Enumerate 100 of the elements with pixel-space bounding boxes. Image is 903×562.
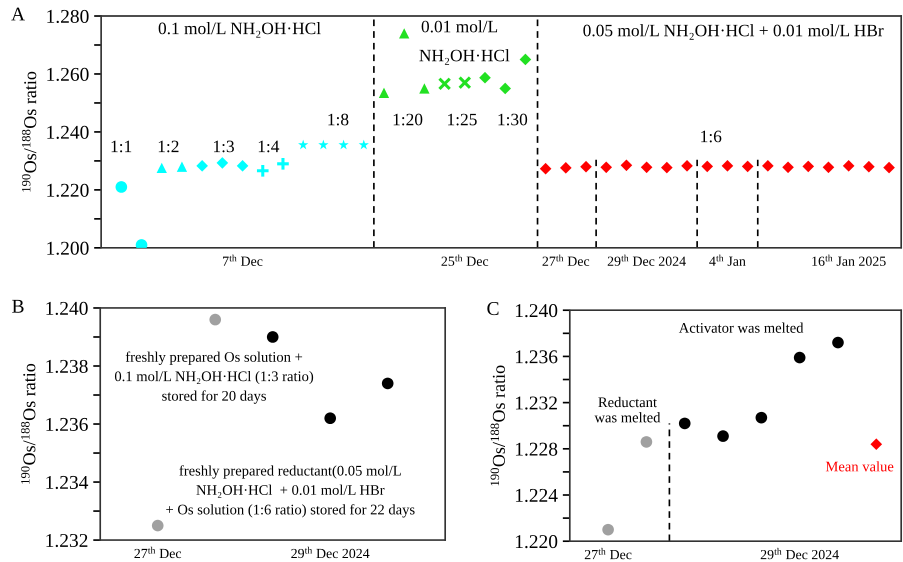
annotation: 1:4	[258, 140, 280, 152]
y-tick-label: 1.238	[46, 360, 88, 374]
x-tick-label: 29$^{th}$ Dec 2024	[608, 254, 686, 266]
y-axis-title: $^{190}$Os/$^{188}$Os ratio	[490, 366, 505, 486]
annotation: 1:6	[701, 130, 722, 142]
point	[419, 83, 430, 94]
annotation: 1:3	[214, 140, 234, 152]
point	[116, 181, 128, 193]
point	[822, 161, 834, 174]
chart-title: B	[12, 300, 24, 313]
point	[678, 418, 691, 430]
point	[382, 378, 394, 390]
point	[832, 336, 844, 348]
point	[602, 524, 614, 536]
point	[863, 160, 875, 173]
point	[438, 77, 452, 91]
y-tick-label: 1.220	[47, 184, 89, 197]
y-tick-label: 1.240	[47, 126, 89, 139]
point	[580, 160, 592, 173]
y-axis-title: $^{190}$Os/$^{188}$Os ratio	[22, 72, 36, 192]
point	[499, 82, 512, 94]
y-tick-label: 1.232	[46, 534, 88, 548]
y-tick-label: 1.260	[47, 68, 89, 81]
point	[756, 412, 768, 424]
y-tick-label: 1.200	[47, 242, 89, 255]
series-label: Mean value	[826, 461, 894, 472]
point	[794, 352, 806, 364]
point	[358, 140, 369, 150]
y-tick-label: 1.228	[516, 442, 558, 456]
y-tick-label: 1.236	[46, 418, 88, 432]
point	[196, 160, 208, 172]
x-tick-label: 25$^{th}$ Dec	[442, 254, 488, 266]
annotation: 1:8	[328, 114, 348, 126]
point	[216, 157, 228, 169]
annotation: freshly prepared reductant(0.05 mol/L NH₂OH·HCl + 0.01 mol/L HBr + Os solution (1:6 ratio) stored for 22 days	[166, 465, 415, 518]
point	[338, 140, 349, 150]
point	[298, 140, 308, 150]
point	[717, 430, 729, 442]
point	[236, 160, 248, 172]
point	[661, 162, 673, 174]
y-tick-label: 1.224	[516, 488, 558, 502]
point	[318, 140, 328, 150]
annotation: 0.01 mol/L	[422, 20, 498, 32]
annotation: NH₂OH·HCl	[419, 49, 510, 65]
x-tick-label: 4$^{th}$ Jan	[709, 254, 746, 266]
x-tick-label: 27$^{th}$ Dec	[584, 548, 632, 560]
annotation: 0.05 mol/L NH₂OH·HCl + 0.01 mol/L HBr	[583, 24, 884, 40]
annotation: 1:2	[158, 140, 178, 152]
point	[152, 520, 164, 532]
y-tick-label: 1.220	[516, 535, 558, 548]
point	[870, 438, 882, 450]
point	[540, 162, 552, 175]
y-tick-label: 1.280	[47, 10, 89, 24]
x-tick-label: 29$^{th}$ Dec 2024	[760, 548, 839, 560]
point	[156, 162, 167, 174]
x-tick-label: 27$^{th}$ Dec	[542, 254, 590, 266]
annotation: Activator was melted	[678, 322, 804, 333]
point	[324, 412, 336, 424]
point	[378, 88, 390, 98]
x-tick-label: 27$^{th}$ Dec	[134, 546, 182, 558]
x-tick-label: 7$^{th}$ Dec	[223, 254, 262, 266]
point	[276, 156, 290, 172]
annotation: 1:1	[112, 140, 132, 152]
y-tick-label: 1.234	[46, 476, 88, 490]
point	[620, 159, 632, 172]
annotation: 0.1 mol/L NH₂OH·HCl	[158, 22, 321, 38]
x-tick-label: 29$^{th}$ Dec 2024	[291, 546, 370, 558]
y-tick-label: 1.232	[516, 396, 557, 410]
point	[600, 161, 612, 174]
point	[458, 76, 472, 90]
point	[640, 161, 652, 174]
y-axis-title: $^{190}$Os/$^{188}$Os ratio	[21, 364, 36, 484]
point	[266, 331, 279, 343]
annotation: 1:30	[498, 114, 528, 126]
annotation: Reductant was melted	[594, 396, 660, 422]
point	[883, 162, 895, 174]
point	[640, 436, 652, 448]
point	[722, 160, 734, 172]
annotation: freshly prepared Os solution + 0.1 mol/L NH₂OH·HCl (1:3 ratio) stored for 20 days	[114, 351, 314, 404]
x-tick-label: 16$^{th}$ Jan 2025	[812, 254, 886, 266]
point	[479, 72, 491, 84]
point	[762, 160, 774, 172]
point	[782, 161, 794, 174]
point	[520, 54, 532, 66]
chart-title: C	[487, 302, 498, 316]
point	[560, 162, 572, 174]
point	[742, 160, 754, 172]
point	[176, 162, 188, 172]
point	[399, 28, 410, 39]
point	[701, 160, 714, 172]
point	[255, 163, 270, 178]
point	[209, 314, 222, 326]
y-tick-label: 1.240	[516, 304, 558, 318]
point	[681, 160, 693, 172]
annotation: 1:25	[448, 114, 477, 126]
point	[802, 160, 814, 172]
point	[842, 160, 854, 172]
chart-title: A	[11, 8, 25, 20]
y-tick-label: 1.240	[46, 302, 88, 315]
y-tick-label: 1.236	[516, 350, 558, 364]
